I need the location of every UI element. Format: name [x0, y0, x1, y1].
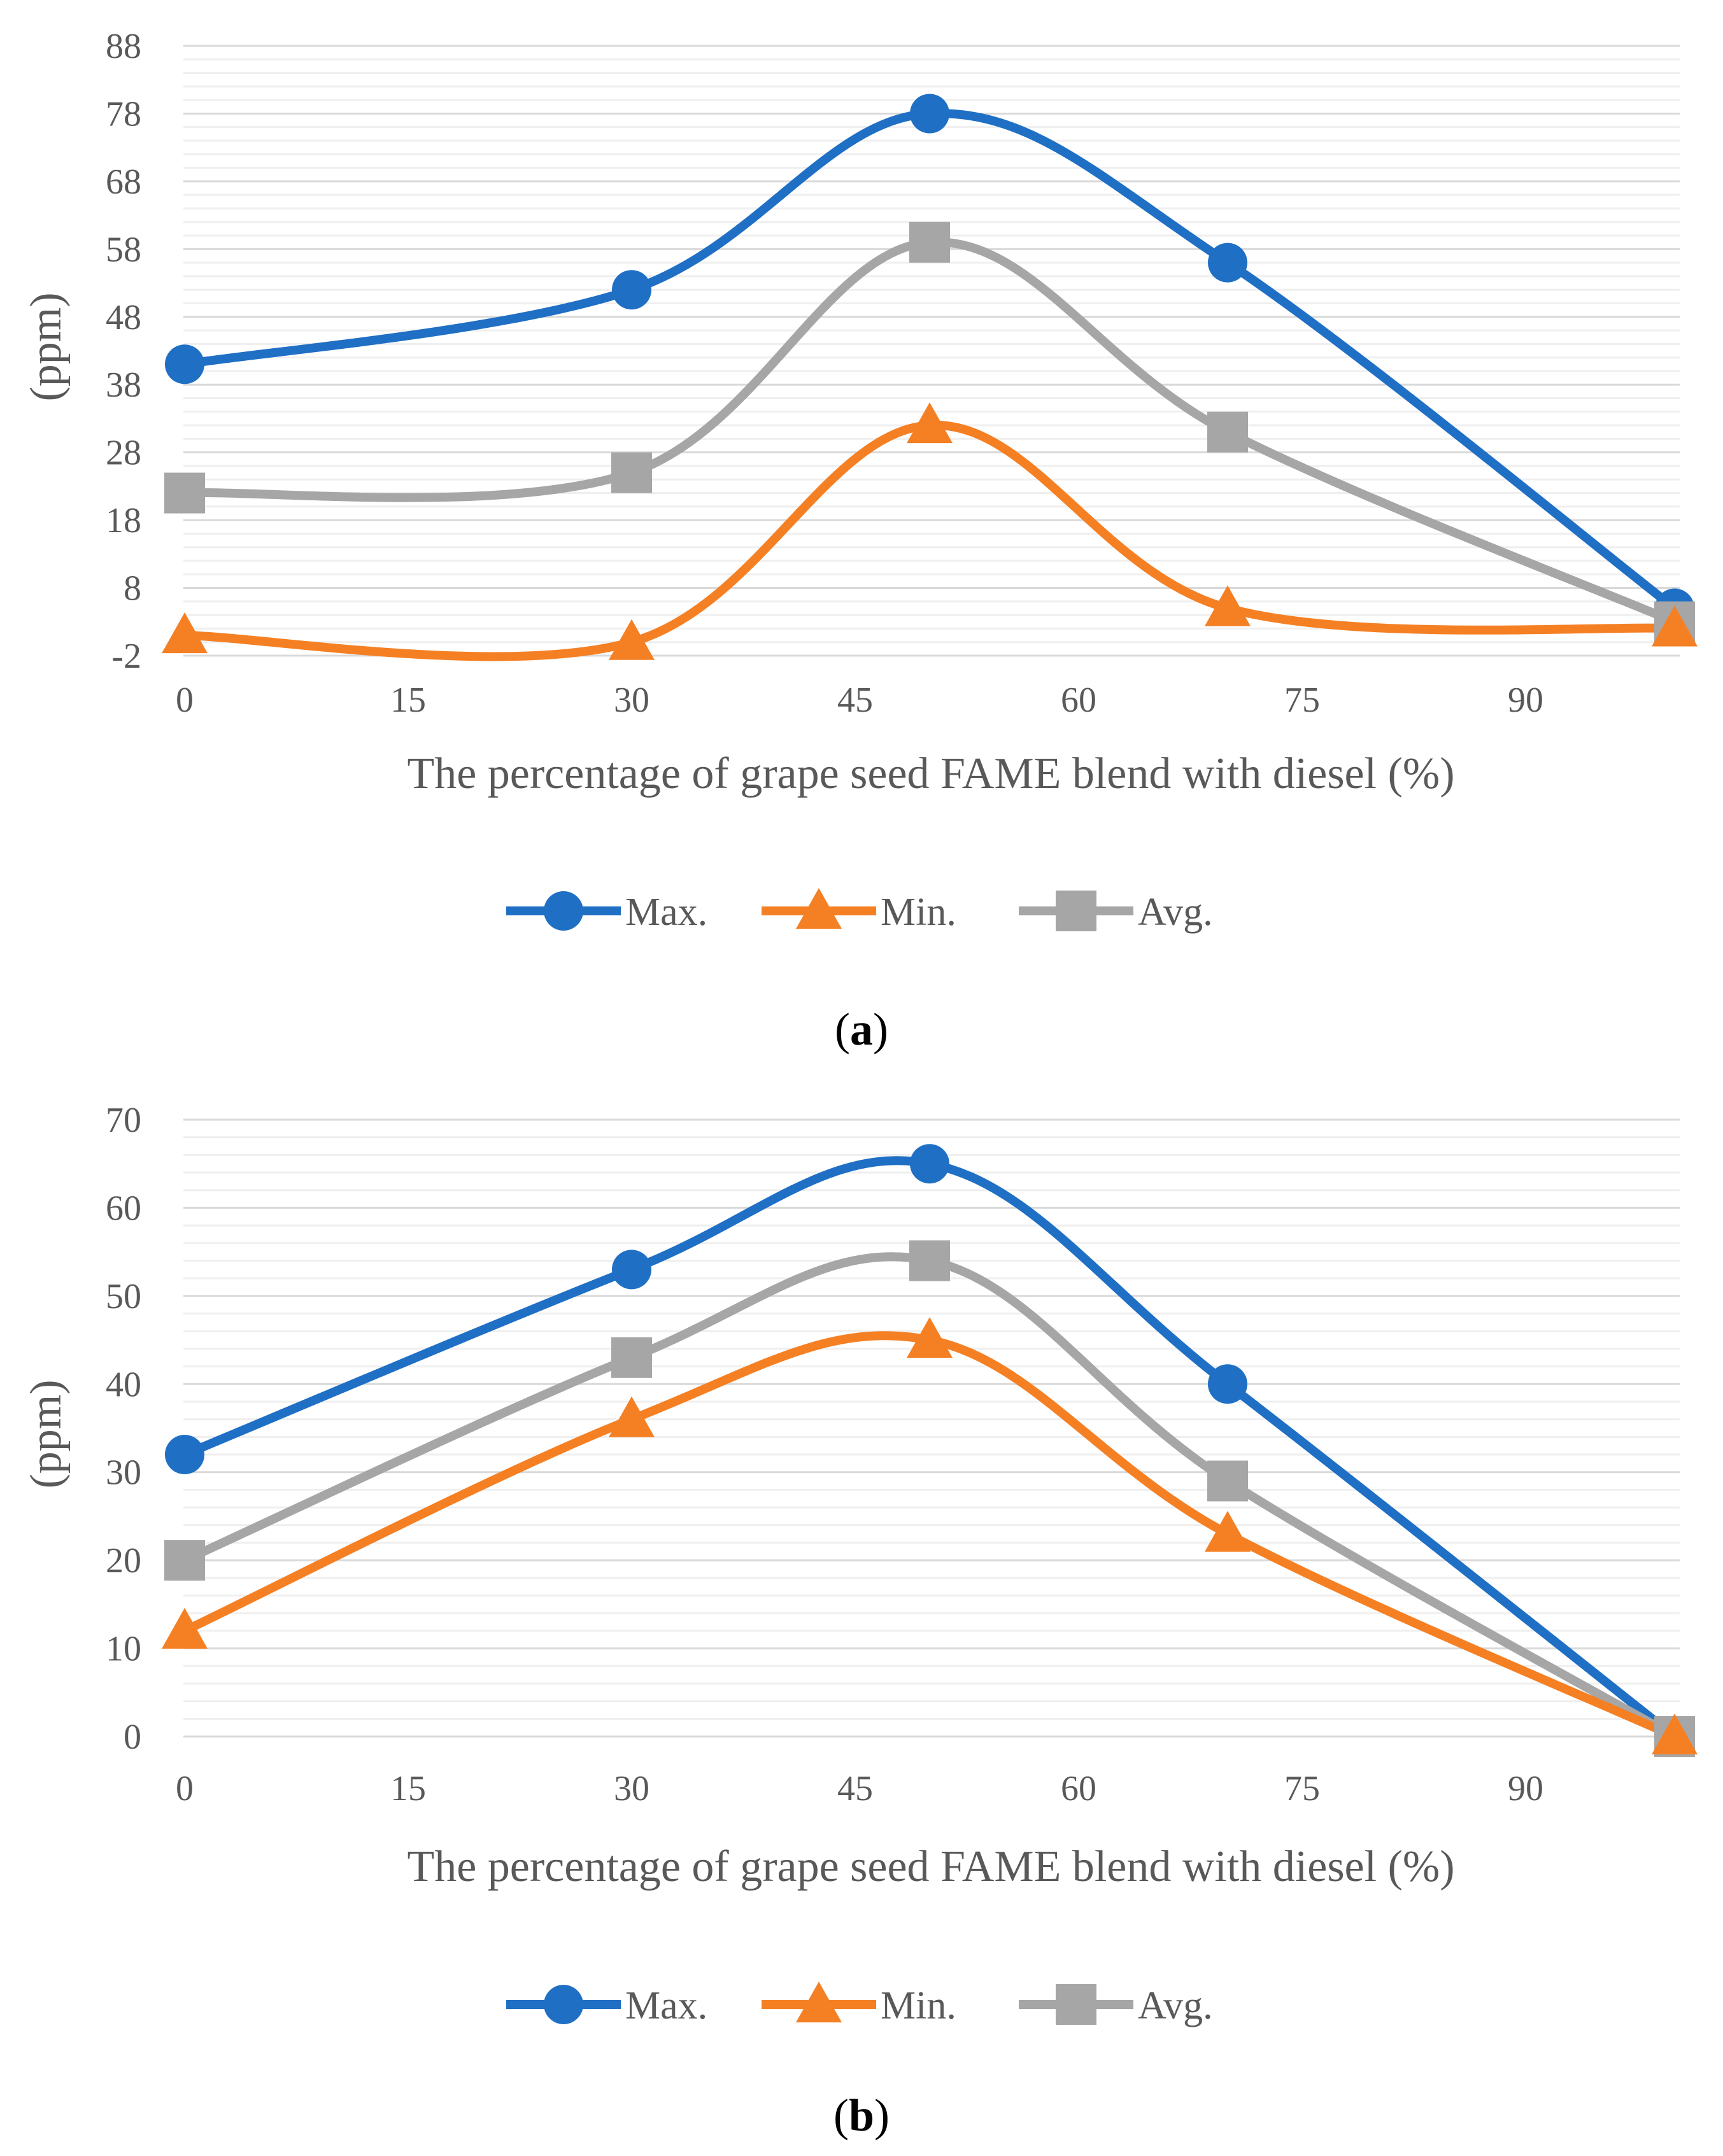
y-tick-label: 88 — [106, 27, 141, 66]
legend-marker-min — [796, 1982, 842, 2023]
legend-item-max: Max. — [506, 891, 707, 934]
data-point-max — [910, 1144, 949, 1184]
chart-a-caption: (a) — [835, 1004, 888, 1055]
x-tick-label: 90 — [1508, 680, 1543, 720]
data-point-min — [609, 1396, 655, 1437]
legend-item-min: Min. — [762, 1982, 956, 2027]
chart-a-x-ticks: 0 15 30 45 60 75 90 — [176, 680, 1543, 720]
chart-b: 0 10 20 30 40 50 60 70 0 15 30 45 60 75 90 (ppm) The … — [22, 1101, 1698, 2141]
legend-item-min: Min. — [762, 888, 956, 934]
y-tick-label: 70 — [106, 1101, 141, 1140]
y-tick-label: 10 — [106, 1630, 141, 1669]
data-point-avg — [1207, 411, 1248, 453]
chart-a-grid — [183, 45, 1680, 657]
legend-marker-avg — [1056, 1984, 1096, 2025]
y-tick-label: 78 — [106, 94, 141, 134]
legend-label-avg: Avg. — [1138, 1984, 1213, 2027]
y-tick-label: 0 — [124, 1717, 141, 1757]
data-point-min — [1652, 605, 1698, 647]
data-point-min — [1205, 585, 1251, 626]
data-point-min — [162, 1607, 208, 1649]
data-point-min — [162, 612, 208, 654]
x-tick-label: 30 — [614, 680, 649, 720]
data-point-min — [1652, 1714, 1698, 1755]
data-point-avg — [909, 1240, 950, 1281]
x-tick-label: 45 — [837, 1769, 873, 1808]
y-tick-label: 58 — [106, 230, 141, 269]
y-tick-label: 20 — [106, 1541, 141, 1581]
data-point-max — [612, 270, 651, 310]
y-tick-label: 68 — [106, 162, 141, 202]
legend-label-max: Max. — [625, 891, 707, 934]
x-tick-label: 75 — [1284, 1769, 1320, 1808]
data-point-min — [907, 402, 953, 444]
data-point-min — [907, 1317, 953, 1358]
data-point-avg — [1207, 1460, 1248, 1502]
legend-marker-min — [796, 888, 842, 929]
y-tick-label: 50 — [106, 1277, 141, 1316]
x-tick-label: 60 — [1061, 680, 1096, 720]
legend-marker-avg — [1056, 891, 1096, 931]
data-point-min — [1205, 1511, 1251, 1552]
x-tick-label: 60 — [1061, 1769, 1096, 1808]
legend-label-avg: Avg. — [1138, 891, 1213, 934]
y-tick-label: 28 — [106, 433, 141, 473]
x-tick-label: 90 — [1508, 1769, 1543, 1808]
data-point-min — [609, 619, 655, 660]
chart-b-legend: Max. Min. Avg. — [506, 1982, 1213, 2027]
chart-a-legend: Max. Min. Avg. — [506, 888, 1213, 934]
chart-a-markers — [162, 94, 1698, 660]
x-tick-label: 15 — [390, 680, 426, 720]
legend-label-min: Min. — [881, 891, 956, 934]
data-point-max — [910, 94, 949, 134]
x-tick-label: 45 — [837, 680, 873, 720]
data-point-avg — [164, 472, 205, 514]
y-tick-label: 38 — [106, 365, 141, 405]
legend-item-avg: Avg. — [1019, 891, 1213, 934]
data-point-avg — [611, 1337, 652, 1378]
legend-label-max: Max. — [625, 1984, 707, 2027]
y-tick-label: 8 — [124, 569, 141, 609]
chart-b-x-axis-title: The percentage of grape seed FAME blend … — [407, 1842, 1454, 1891]
chart-b-markers — [162, 1144, 1698, 1757]
data-point-avg — [909, 222, 950, 263]
y-tick-label: 48 — [106, 298, 141, 337]
chart-b-y-ticks: 0 10 20 30 40 50 60 70 — [106, 1101, 141, 1757]
y-tick-label: -2 — [111, 637, 141, 676]
y-tick-label: 40 — [106, 1365, 141, 1404]
y-tick-label: 18 — [106, 501, 141, 540]
series-line-min — [180, 421, 1679, 661]
legend-item-max: Max. — [506, 1984, 707, 2027]
legend-label-min: Min. — [881, 1984, 956, 2027]
legend-marker-max — [544, 891, 583, 931]
chart-b-x-ticks: 0 15 30 45 60 75 90 — [176, 1769, 1543, 1808]
data-point-max — [165, 1435, 204, 1475]
data-point-max — [165, 344, 204, 384]
chart-a-y-axis-title: (ppm) — [22, 292, 71, 401]
y-tick-label: 60 — [106, 1188, 141, 1228]
data-point-max — [612, 1250, 651, 1290]
data-point-max — [1208, 243, 1247, 283]
chart-a-y-ticks: -2 8 18 28 38 48 58 68 78 88 — [106, 27, 141, 676]
series-line-min — [180, 1331, 1679, 1741]
x-tick-label: 75 — [1284, 680, 1320, 720]
x-tick-label: 0 — [176, 1769, 194, 1808]
x-tick-label: 15 — [390, 1769, 426, 1808]
chart-b-caption: (b) — [833, 2090, 890, 2141]
chart-b-y-axis-title: (ppm) — [22, 1379, 71, 1488]
data-point-avg — [164, 1540, 205, 1581]
x-tick-label: 30 — [614, 1769, 649, 1808]
chart-a-x-axis-title: The percentage of grape seed FAME blend … — [407, 749, 1454, 798]
data-point-max — [1208, 1364, 1247, 1404]
y-tick-label: 30 — [106, 1453, 141, 1493]
legend-marker-max — [544, 1985, 583, 2024]
legend-item-avg: Avg. — [1019, 1984, 1213, 2027]
data-point-avg — [611, 452, 652, 493]
x-tick-label: 0 — [176, 680, 194, 720]
